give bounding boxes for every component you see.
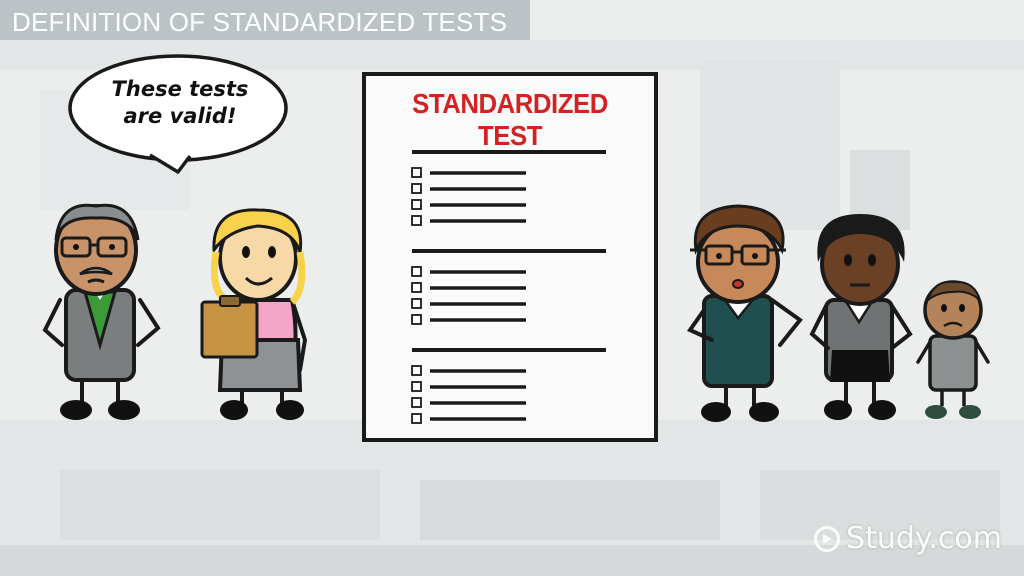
parent-woman-glasses-figure (686, 204, 803, 422)
answer-checkbox (411, 282, 422, 293)
answer-checkbox (411, 397, 422, 408)
answer-checkbox (411, 381, 422, 392)
parent-woman-figure (809, 214, 913, 420)
answer-checkbox (411, 365, 422, 376)
page-title: DEFINITION OF STANDARDIZED TESTS (12, 7, 508, 37)
answer-checkbox (411, 266, 422, 277)
speech-line-1: These tests (111, 77, 249, 101)
answer-checkbox (411, 167, 422, 178)
test-paper-questions (411, 150, 606, 424)
child-figure (916, 280, 990, 419)
answer-checkbox (411, 298, 422, 309)
test-paper-title: STANDARDIZED TEST (412, 88, 608, 151)
old-teacher-figure (42, 203, 161, 420)
speech-bubble (68, 54, 288, 174)
teacher-woman-figure (200, 208, 308, 420)
answer-checkbox (411, 199, 422, 210)
play-icon (814, 525, 841, 552)
speech-line-2: are valid! (123, 104, 237, 128)
speech-bubble-text: These tests are valid! (90, 76, 270, 130)
watermark-text: Study.com (846, 521, 1002, 556)
answer-checkbox (411, 314, 422, 325)
study-com-watermark: Study.com (814, 521, 1002, 556)
title-bar: DEFINITION OF STANDARDIZED TESTS (0, 0, 530, 40)
answer-checkbox (411, 413, 422, 424)
standardized-test-paper: STANDARDIZED TEST (362, 72, 658, 442)
answer-checkbox (411, 183, 422, 194)
answer-checkbox (411, 215, 422, 226)
